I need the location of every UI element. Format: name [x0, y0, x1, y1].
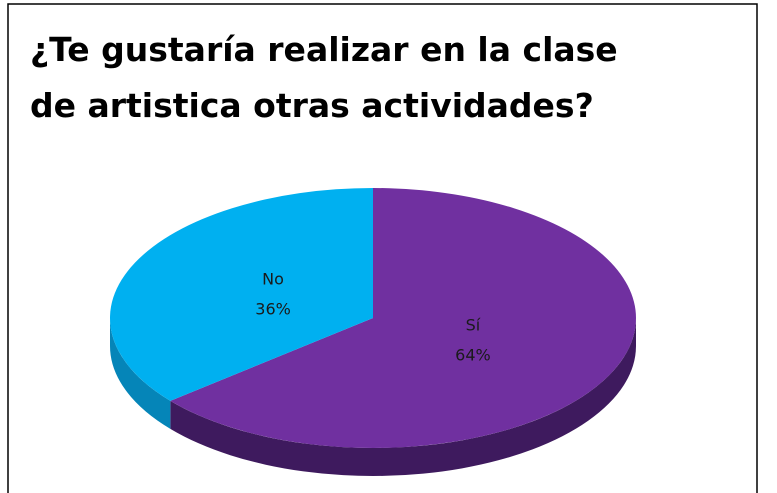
slice-side: [170, 318, 636, 476]
value-label: 36%: [255, 299, 291, 318]
slice: [170, 188, 636, 449]
value-label: 64%: [455, 346, 491, 365]
slice-label: Sí: [466, 316, 481, 335]
chart-title: ¿Te gustaría realizar en la clase de art…: [30, 30, 618, 125]
slice-label: No: [262, 269, 284, 288]
frame: [7, 3, 758, 493]
slice-side: [110, 318, 171, 429]
slice: [109, 188, 374, 401]
